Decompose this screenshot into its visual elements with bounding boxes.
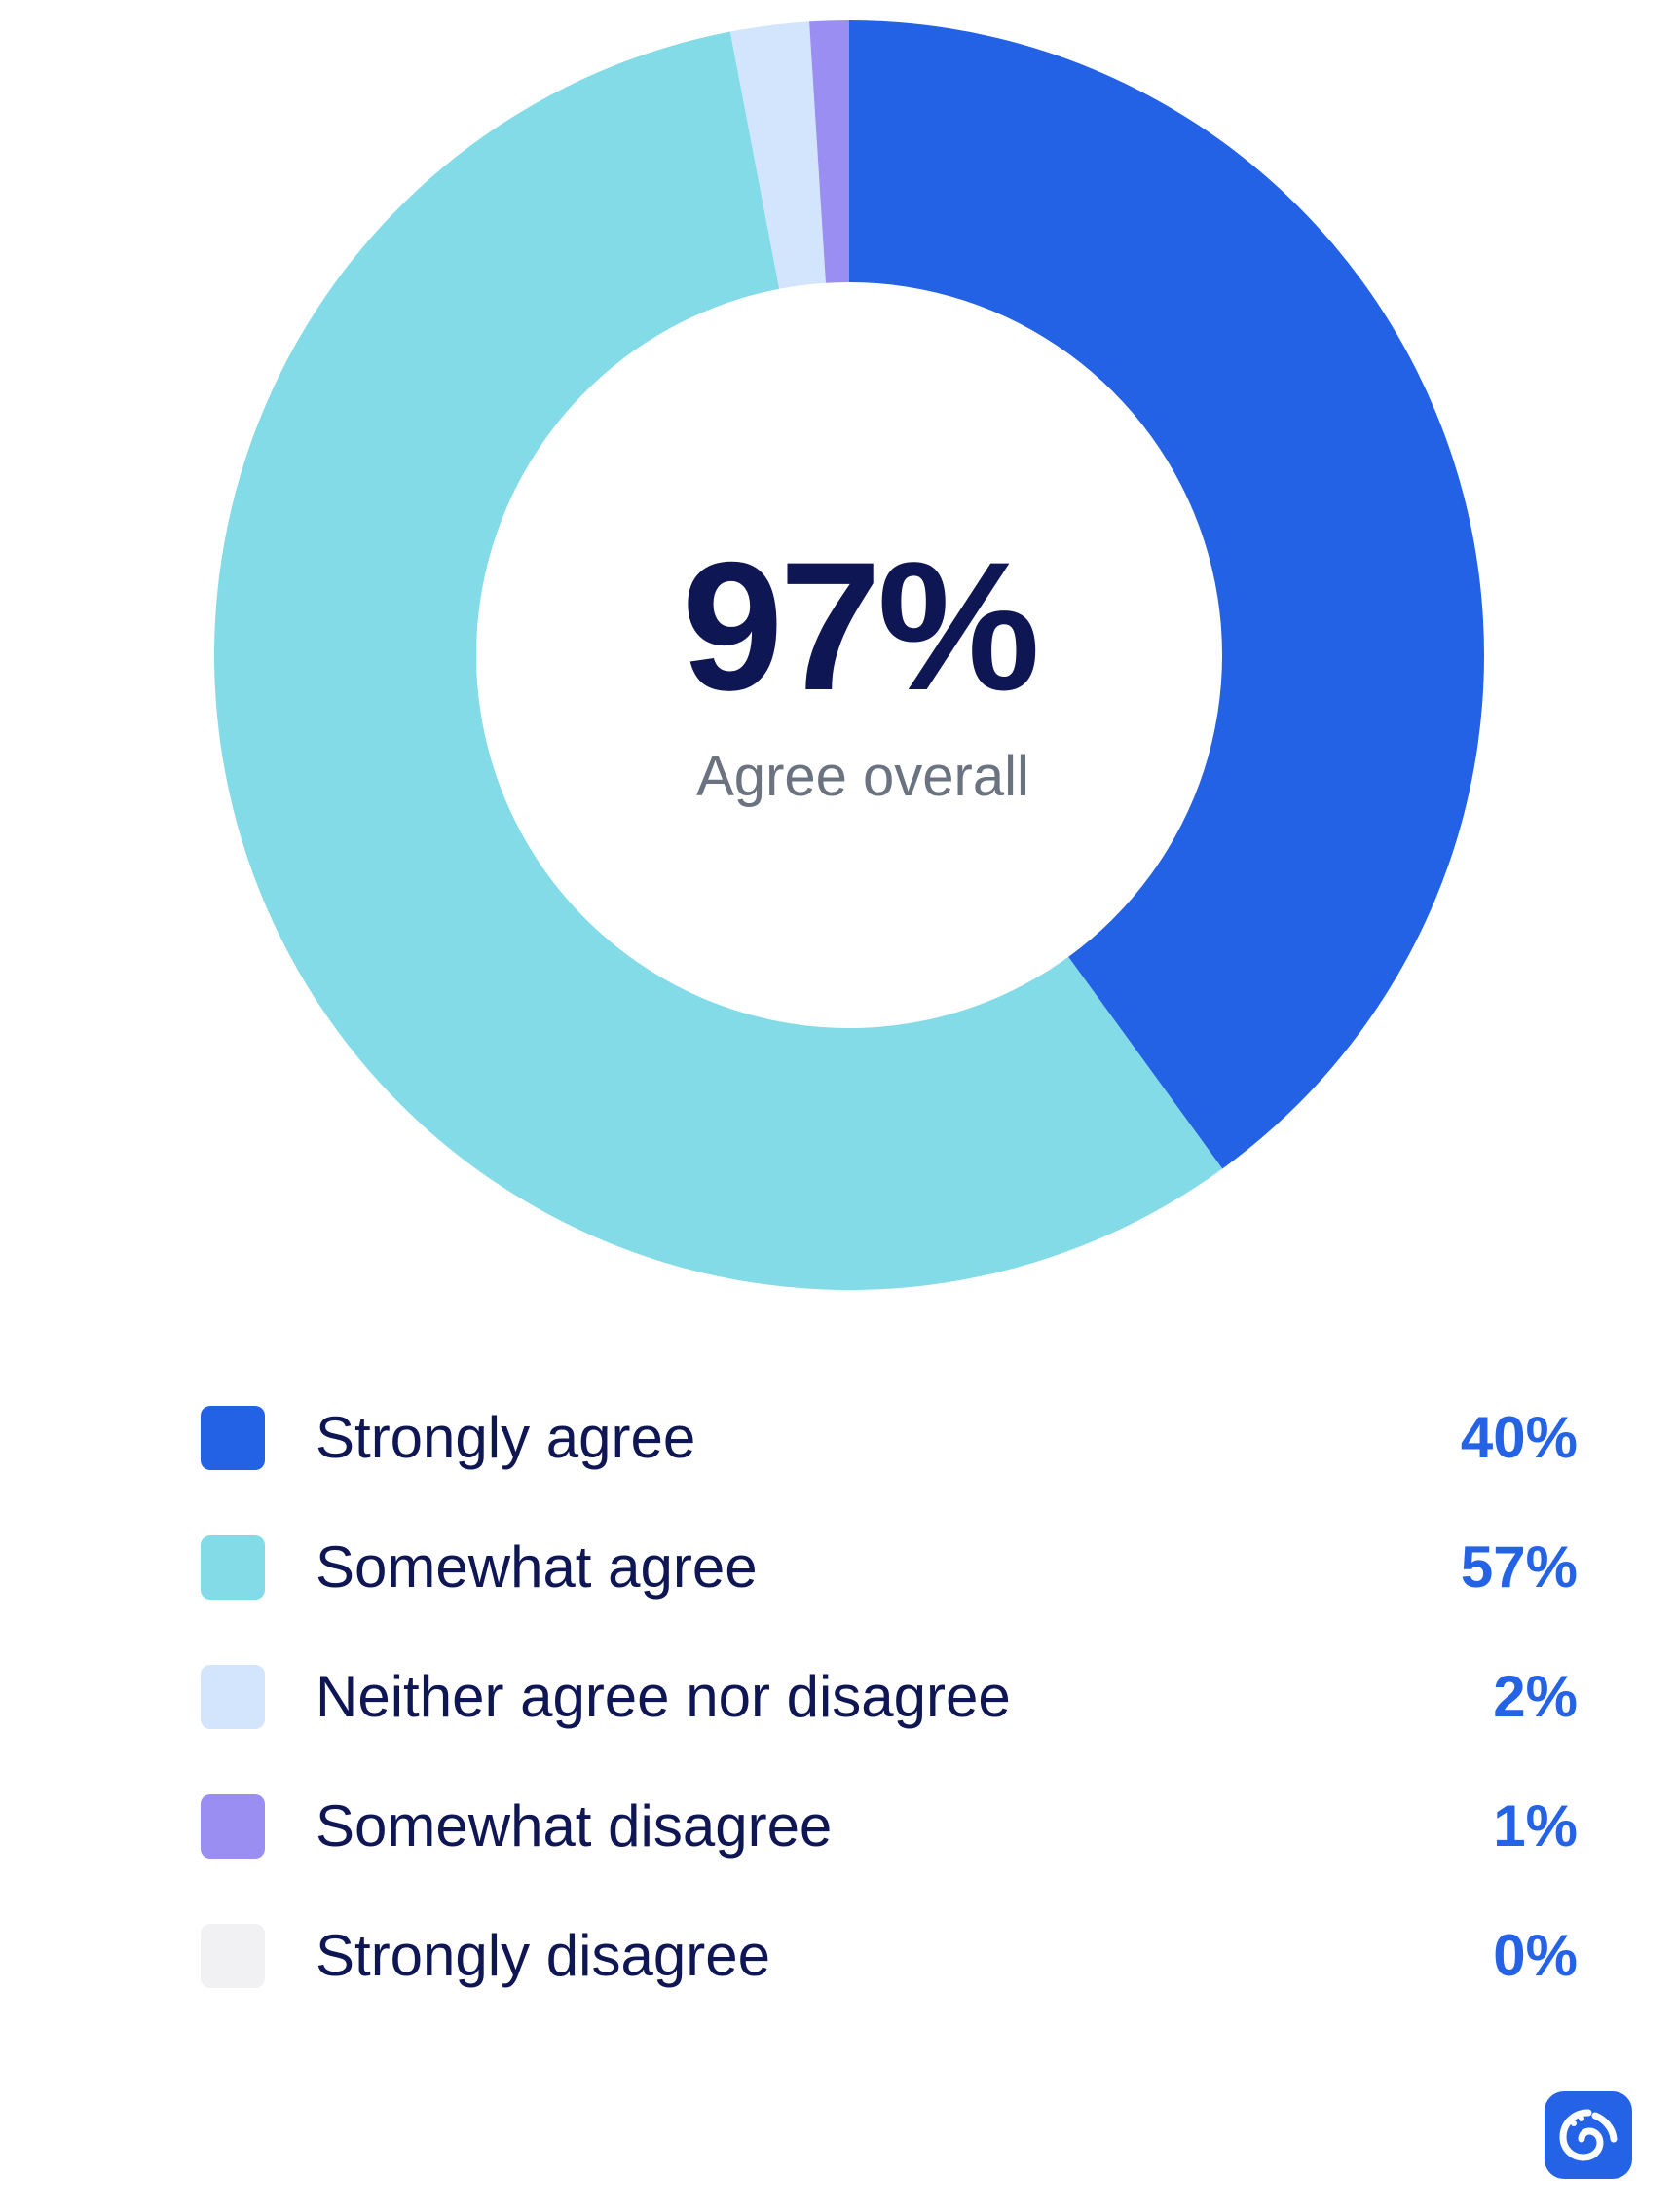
center-value: 97% bbox=[682, 524, 1036, 728]
legend-value: 0% bbox=[1493, 1923, 1578, 1988]
legend-item: Strongly agree 40% bbox=[201, 1373, 1578, 1502]
legend-label: Somewhat agree bbox=[316, 1534, 758, 1600]
swirl-logo-glyph bbox=[1559, 2109, 1618, 2161]
donut-chart: 97% Agree overall bbox=[213, 20, 1484, 1291]
center-label: Agree overall bbox=[696, 745, 1029, 808]
legend-label: Strongly disagree bbox=[316, 1923, 770, 1988]
legend-value: 1% bbox=[1493, 1793, 1578, 1859]
donut-slices bbox=[213, 20, 1484, 1291]
donut-slice bbox=[213, 31, 1223, 1291]
legend-item: Neither agree nor disagree 2% bbox=[201, 1632, 1578, 1761]
legend-item: Somewhat disagree 1% bbox=[201, 1761, 1578, 1891]
legend-swatch bbox=[201, 1923, 265, 1988]
legend-value: 2% bbox=[1493, 1664, 1578, 1729]
legend-value: 57% bbox=[1460, 1534, 1578, 1600]
legend-label: Strongly agree bbox=[316, 1405, 696, 1470]
legend-item: Strongly disagree 0% bbox=[201, 1891, 1578, 2020]
donut-slice bbox=[809, 20, 849, 283]
donut-slice bbox=[729, 21, 826, 289]
legend-value: 40% bbox=[1460, 1405, 1578, 1470]
legend-swatch bbox=[201, 1793, 265, 1859]
legend-swatch bbox=[201, 1664, 265, 1729]
legend-label: Neither agree nor disagree bbox=[316, 1664, 1011, 1729]
legend-item: Somewhat agree 57% bbox=[201, 1502, 1578, 1632]
swirl-logo-icon bbox=[1545, 2091, 1632, 2179]
chart-legend: Strongly agree 40% Somewhat agree 57% Ne… bbox=[201, 1373, 1578, 2020]
legend-swatch bbox=[201, 1534, 265, 1600]
legend-swatch bbox=[201, 1405, 265, 1470]
donut-slice bbox=[849, 20, 1484, 1169]
legend-label: Somewhat disagree bbox=[316, 1793, 833, 1859]
